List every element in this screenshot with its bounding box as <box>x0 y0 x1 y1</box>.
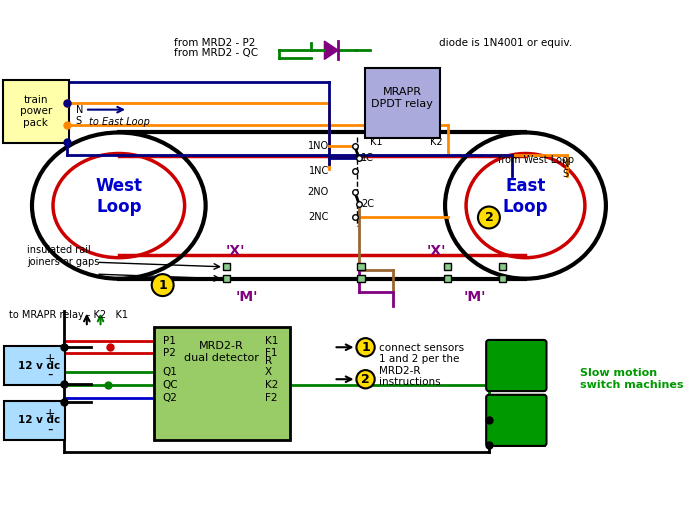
Text: 12 v dc: 12 v dc <box>18 416 61 426</box>
Bar <box>499 275 506 282</box>
Text: F2: F2 <box>265 393 277 402</box>
Text: 1: 1 <box>361 341 370 354</box>
Text: Q2: Q2 <box>163 393 177 402</box>
Bar <box>444 263 451 270</box>
Circle shape <box>357 370 375 388</box>
Text: -: - <box>48 367 53 382</box>
Text: Q1: Q1 <box>163 367 177 377</box>
Text: S: S <box>76 116 82 126</box>
Text: 2NO: 2NO <box>308 187 329 197</box>
Text: N: N <box>76 104 83 114</box>
Text: Slow motion
switch machines: Slow motion switch machines <box>580 368 684 390</box>
FancyBboxPatch shape <box>486 395 546 446</box>
Text: connect sensors
1 and 2 per the
MRD2-R
instructions: connect sensors 1 and 2 per the MRD2-R i… <box>380 343 464 387</box>
Text: P1: P1 <box>163 336 175 346</box>
FancyBboxPatch shape <box>3 81 68 144</box>
Text: 1C: 1C <box>361 153 374 163</box>
Text: +: + <box>45 407 56 420</box>
Bar <box>357 275 364 282</box>
Text: 2: 2 <box>361 373 370 386</box>
FancyBboxPatch shape <box>486 340 546 391</box>
Circle shape <box>357 338 375 356</box>
Text: F1: F1 <box>265 348 277 358</box>
Text: P2: P2 <box>163 348 175 358</box>
Text: -: - <box>48 422 53 437</box>
Text: from MRD2 - P2: from MRD2 - P2 <box>174 38 255 48</box>
Text: R: R <box>265 356 272 366</box>
Text: K2: K2 <box>429 137 442 147</box>
Text: to MRAPR relay - K2   K1: to MRAPR relay - K2 K1 <box>9 310 128 320</box>
Circle shape <box>152 274 174 296</box>
Text: from West Loop: from West Loop <box>498 155 574 165</box>
FancyBboxPatch shape <box>3 401 65 439</box>
Text: East
Loop: East Loop <box>503 177 549 216</box>
Circle shape <box>478 207 500 228</box>
Text: from MRD2 - QC: from MRD2 - QC <box>174 48 258 58</box>
Text: K2: K2 <box>265 379 278 390</box>
Text: insulated rail
joiners or gaps: insulated rail joiners or gaps <box>28 245 100 267</box>
Text: N: N <box>562 160 569 170</box>
Bar <box>499 263 506 270</box>
Text: 'X': 'X' <box>226 244 246 258</box>
Text: 2C: 2C <box>361 199 374 209</box>
FancyBboxPatch shape <box>3 346 65 385</box>
Text: MRD2-R
dual detector: MRD2-R dual detector <box>184 341 259 363</box>
Text: diode is 1N4001 or equiv.: diode is 1N4001 or equiv. <box>439 38 572 48</box>
Polygon shape <box>324 41 338 59</box>
Text: West
Loop: West Loop <box>95 177 142 216</box>
Text: 1NO: 1NO <box>308 141 329 151</box>
Bar <box>223 263 230 270</box>
Text: QC: QC <box>163 379 178 390</box>
Text: +: + <box>45 352 56 365</box>
Text: MRAPR
DPDT relay: MRAPR DPDT relay <box>371 87 433 109</box>
Bar <box>357 263 364 270</box>
Text: K1: K1 <box>370 137 383 147</box>
Text: 'M': 'M' <box>235 290 258 304</box>
Bar <box>444 275 451 282</box>
Text: K1: K1 <box>265 336 278 346</box>
Text: S: S <box>562 169 568 179</box>
Text: X: X <box>265 367 272 377</box>
Text: 12 v dc: 12 v dc <box>18 360 61 370</box>
Text: to East Loop: to East Loop <box>88 117 150 127</box>
FancyBboxPatch shape <box>154 327 290 440</box>
Text: 'X': 'X' <box>427 244 446 258</box>
Text: 1: 1 <box>158 279 167 292</box>
Text: 2NC: 2NC <box>308 211 329 222</box>
FancyBboxPatch shape <box>364 68 440 138</box>
Text: 'M': 'M' <box>464 290 486 304</box>
Bar <box>223 275 230 282</box>
Text: 1NC: 1NC <box>308 166 329 176</box>
Text: train
power
pack: train power pack <box>19 95 52 128</box>
Text: 2: 2 <box>484 211 493 224</box>
